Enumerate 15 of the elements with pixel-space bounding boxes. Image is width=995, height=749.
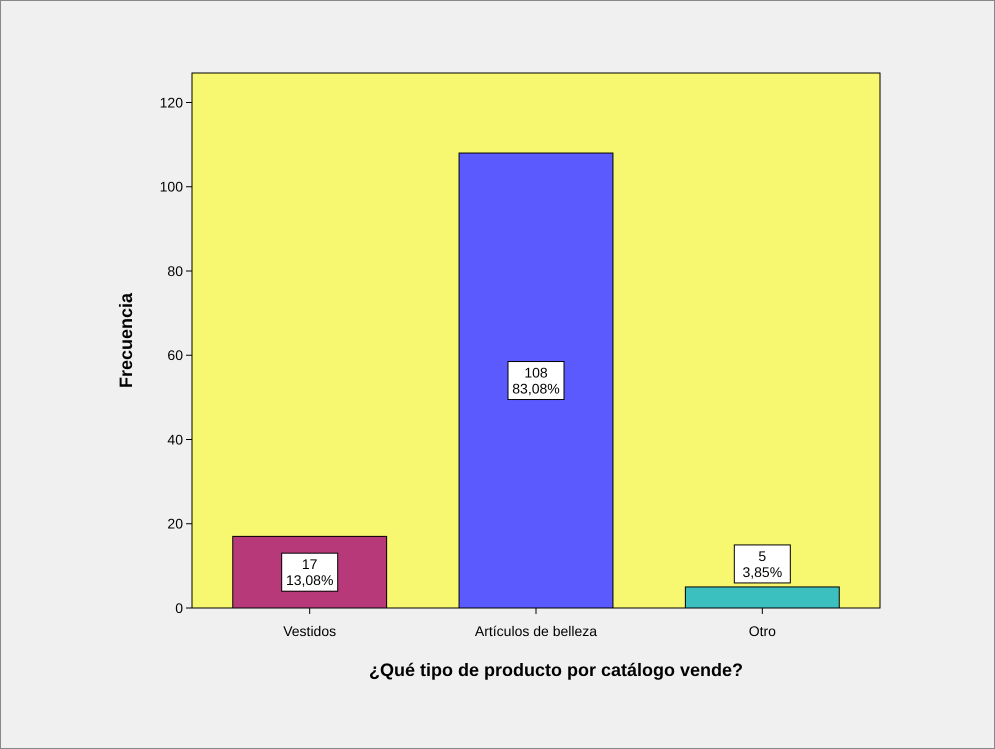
data-label: 17 13,08%	[286, 556, 334, 588]
x-tick-label: Artículos de belleza	[474, 623, 598, 639]
y-tick-label: 60	[167, 347, 184, 364]
x-tick-label: Vestidos	[283, 623, 336, 639]
x-tick-label: Otro	[748, 623, 776, 639]
y-tick-label: 0	[175, 600, 184, 616]
y-tick-label: 80	[167, 262, 184, 279]
data-label: 108 83,08%	[512, 364, 560, 397]
y-tick-label: 20	[167, 516, 184, 532]
y-tick-label: 40	[167, 431, 184, 448]
x-axis-title: ¿Qué tipo de producto por catálogo vende?	[368, 660, 744, 680]
y-axis-title: Frecuencia	[116, 292, 136, 388]
data-label: 5 3,85%	[742, 548, 782, 580]
y-tick-label: 100	[160, 178, 184, 195]
y-tick-label: 120	[160, 94, 184, 110]
